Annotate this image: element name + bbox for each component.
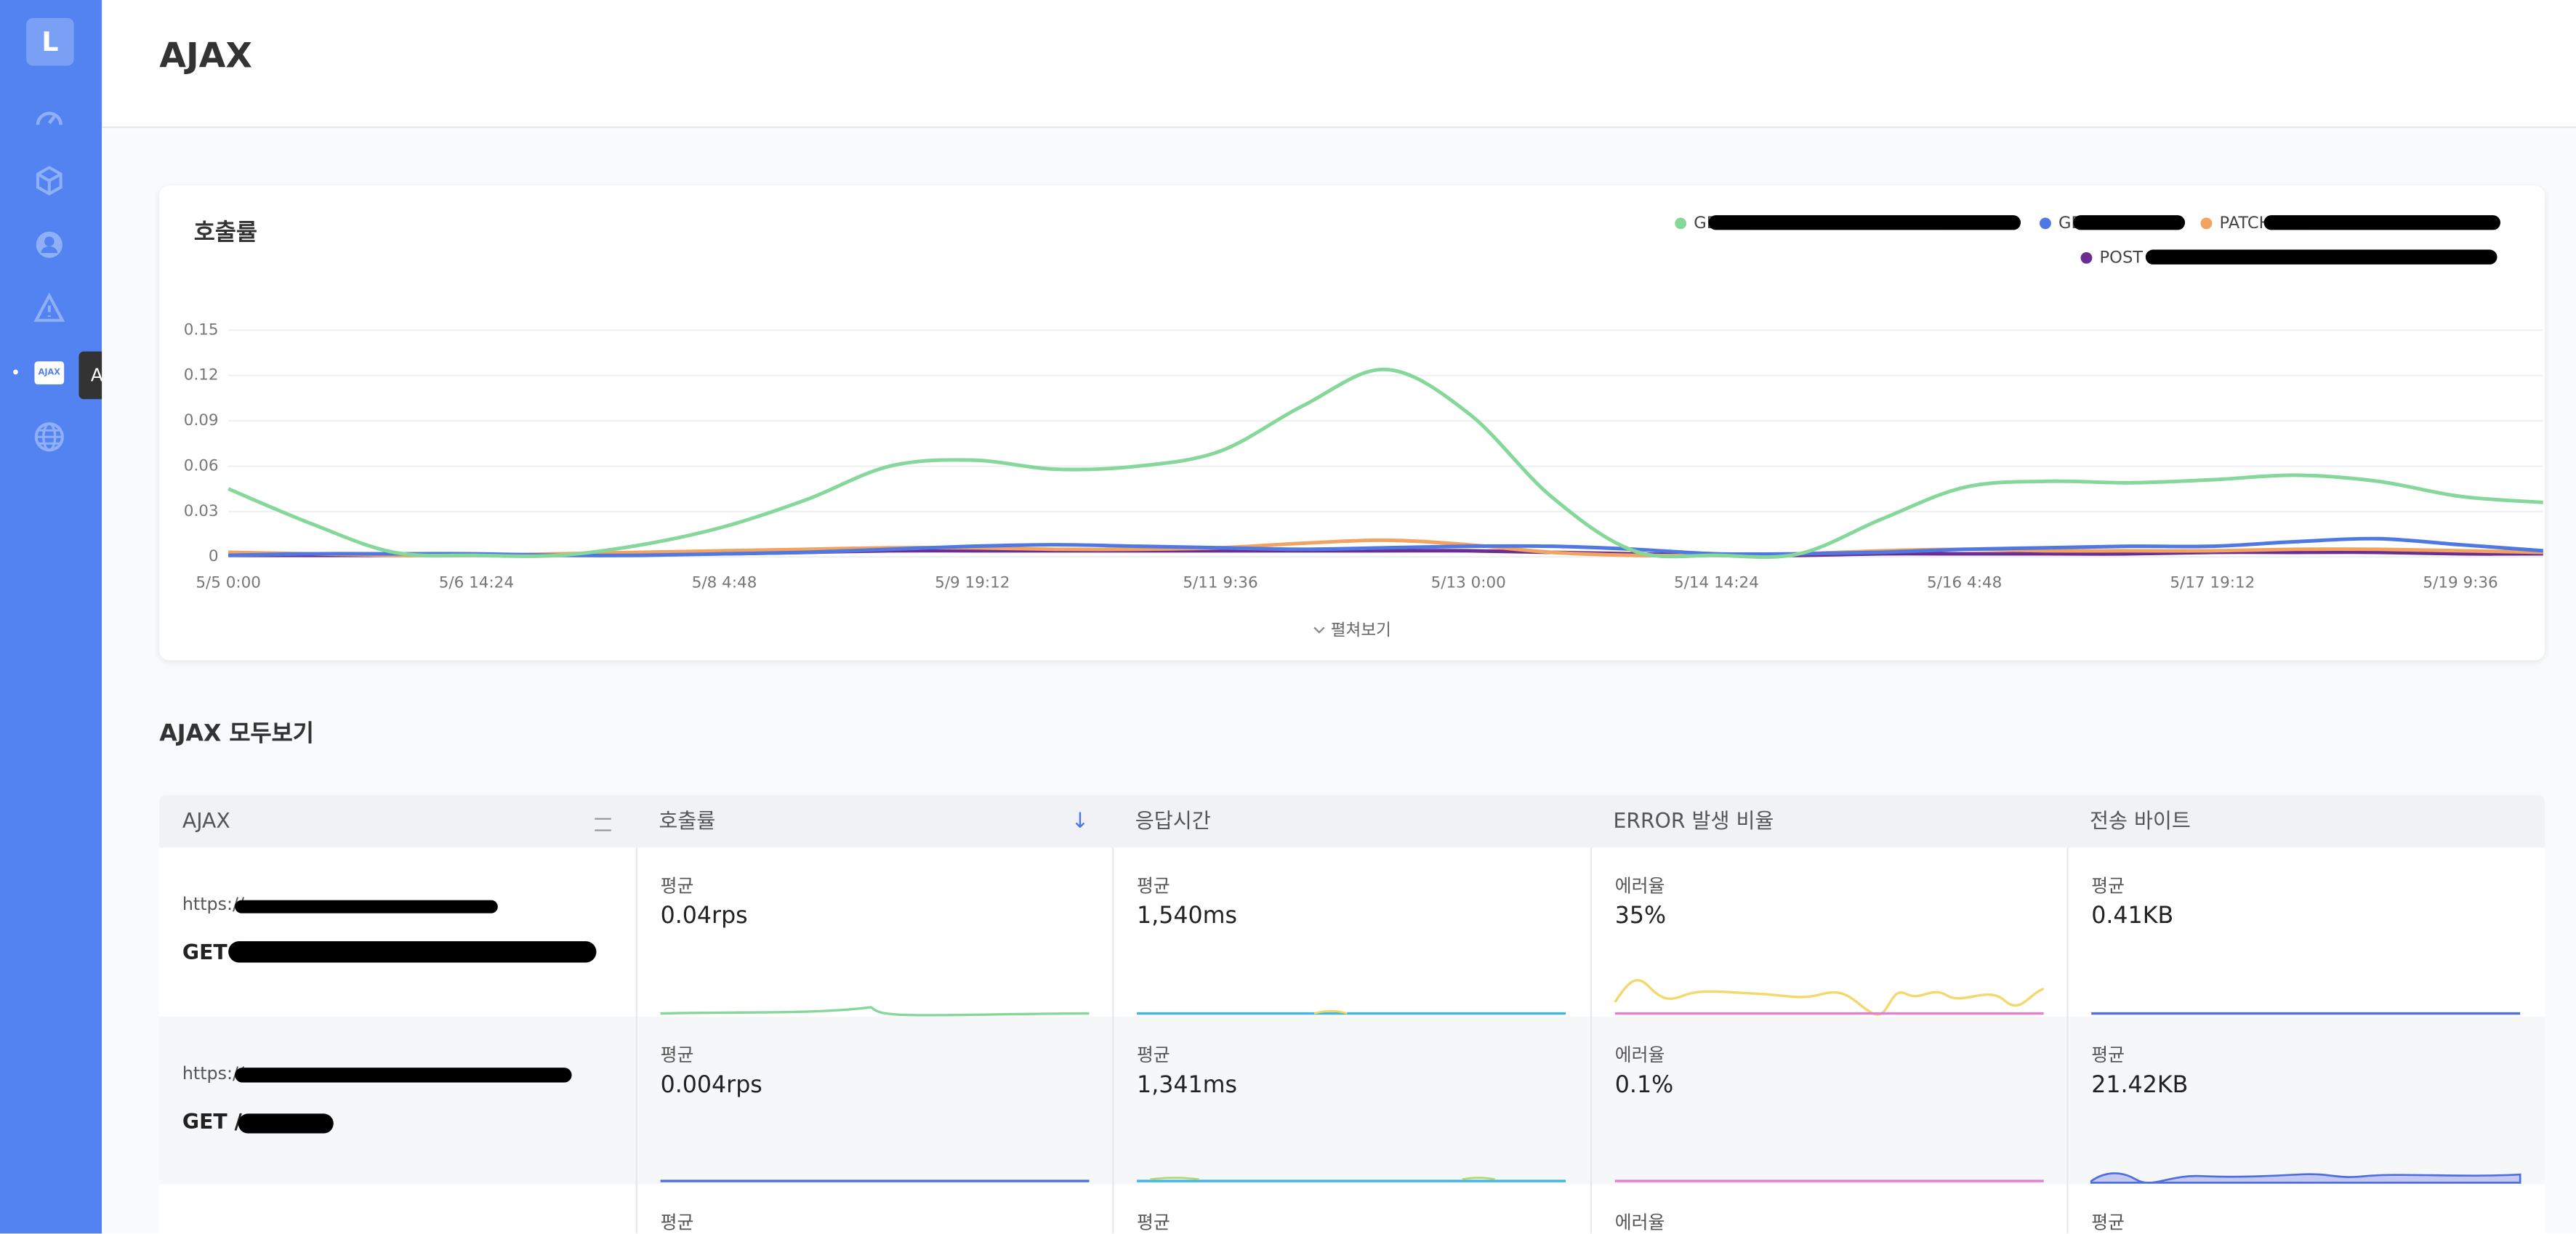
legend-label: PATCH (2220, 214, 2271, 233)
metric-label: 평균 (2091, 1212, 2125, 1234)
alert-icon[interactable] (33, 292, 65, 325)
x-tick-label: 5/11 9:36 (1183, 573, 1257, 592)
metric-label: 평균 (660, 1044, 694, 1066)
sort-icon: ↓ (1071, 810, 1090, 835)
redaction (238, 1113, 334, 1134)
metric-label: 에러율 (1614, 1212, 1665, 1234)
chart: 호출률 펼쳐보기 0 0.03 0.06 0.09 0.12 0.15 5/5 0:00 5/… (184, 214, 2543, 640)
column-header: 전송 바이트 (2089, 808, 2191, 833)
x-tick-label: 5/8 4:48 (692, 573, 757, 592)
y-tick-label: 0.12 (184, 366, 219, 384)
x-tick-label: 5/16 4:48 (1927, 573, 2002, 592)
y-tick-label: 0.09 (184, 411, 219, 430)
x-tick-label: 5/17 19:12 (2170, 573, 2255, 592)
logo[interactable]: L (26, 17, 74, 66)
redaction (2073, 215, 2186, 230)
metric-label: 평균 (1137, 1212, 1170, 1234)
legend-label: POST (2100, 248, 2144, 267)
redaction (2145, 249, 2497, 265)
request-url: https:// (182, 1064, 244, 1084)
metric-label: 평균 (660, 875, 694, 898)
column-header[interactable]: AJAX (182, 808, 230, 833)
metric-value: 0.1% (1614, 1072, 1674, 1100)
x-tick-label: 5/19 9:36 (2423, 573, 2497, 592)
column-header: ERROR 발생 비율 (1613, 808, 1774, 833)
metric-value: 0.04rps (660, 903, 748, 930)
x-tick-label: 5/13 0:00 (1431, 573, 1506, 592)
package-icon[interactable] (33, 164, 65, 197)
metric-label: 평균 (2091, 875, 2125, 898)
request-url: https:// (182, 895, 244, 915)
y-tick-label: 0.03 (184, 502, 219, 520)
redaction (2263, 215, 2501, 230)
metric-value: 0.004rps (660, 1072, 762, 1100)
sidebar: L AJAX (0, 0, 102, 1234)
series-line (228, 367, 2543, 560)
column-divider (635, 847, 637, 1234)
series-line (228, 536, 2543, 557)
metric-label: 평균 (2091, 1044, 2125, 1066)
x-tick-label: 5/14 14:24 (1674, 573, 1759, 592)
metric-label: 에러율 (1614, 1044, 1665, 1066)
metric-label: 에러율 (1614, 875, 1665, 898)
legend-marker (2040, 217, 2051, 230)
ajax-icon[interactable]: AJAX (34, 361, 65, 384)
redaction (228, 941, 597, 963)
metric-label: 평균 (1137, 875, 1170, 898)
redaction (235, 1068, 572, 1083)
chart-card (159, 185, 2545, 661)
legend-marker (1675, 217, 1687, 230)
x-tick-label: 5/5 0:00 (196, 573, 261, 592)
column-divider (1112, 847, 1114, 1234)
column-header: 응답시간 (1135, 808, 1211, 833)
chart-title: 호출률 (194, 219, 257, 246)
y-tick-label: 0.06 (184, 456, 219, 475)
page-title: AJAX (159, 36, 252, 76)
metric-value: 0.41KB (2091, 903, 2174, 930)
metric-value: 21.42KB (2091, 1072, 2189, 1100)
column-header[interactable]: 호출률 (659, 808, 716, 833)
series-line (228, 538, 2543, 558)
y-tick-label: 0.15 (184, 320, 219, 339)
globe-icon[interactable] (33, 421, 65, 453)
metric-label: 평균 (660, 1212, 694, 1234)
metric-value: 1,540ms (1137, 903, 1237, 930)
header-divider (102, 126, 2576, 129)
table-row (159, 1184, 2545, 1234)
x-tick-label: 5/9 19:12 (935, 573, 1010, 592)
x-tick-label: 5/6 14:24 (439, 573, 514, 592)
column-divider (2066, 847, 2069, 1234)
table-row (159, 1017, 2545, 1185)
legend-marker (2200, 217, 2213, 230)
expand-button[interactable]: 펼쳐보기 (1331, 621, 1391, 640)
redaction (235, 900, 498, 914)
user-icon[interactable] (33, 228, 65, 261)
y-tick-label: 0 (209, 547, 219, 565)
expand-icon[interactable] (1313, 626, 1325, 634)
legend-marker (2080, 251, 2093, 264)
section-title: AJAX 모두보기 (159, 721, 314, 748)
redaction (1708, 215, 2021, 230)
dashboard-icon[interactable] (33, 102, 65, 134)
table-row (159, 847, 2545, 1017)
request-method: GET / (182, 1108, 242, 1134)
filter-icon[interactable] (595, 818, 611, 831)
metric-value: 35% (1614, 903, 1667, 930)
metric-label: 평균 (1137, 1044, 1170, 1066)
metric-value: 1,341ms (1137, 1072, 1237, 1100)
column-divider (1590, 847, 1593, 1234)
table-header (159, 794, 2545, 848)
active-dot (13, 369, 18, 375)
